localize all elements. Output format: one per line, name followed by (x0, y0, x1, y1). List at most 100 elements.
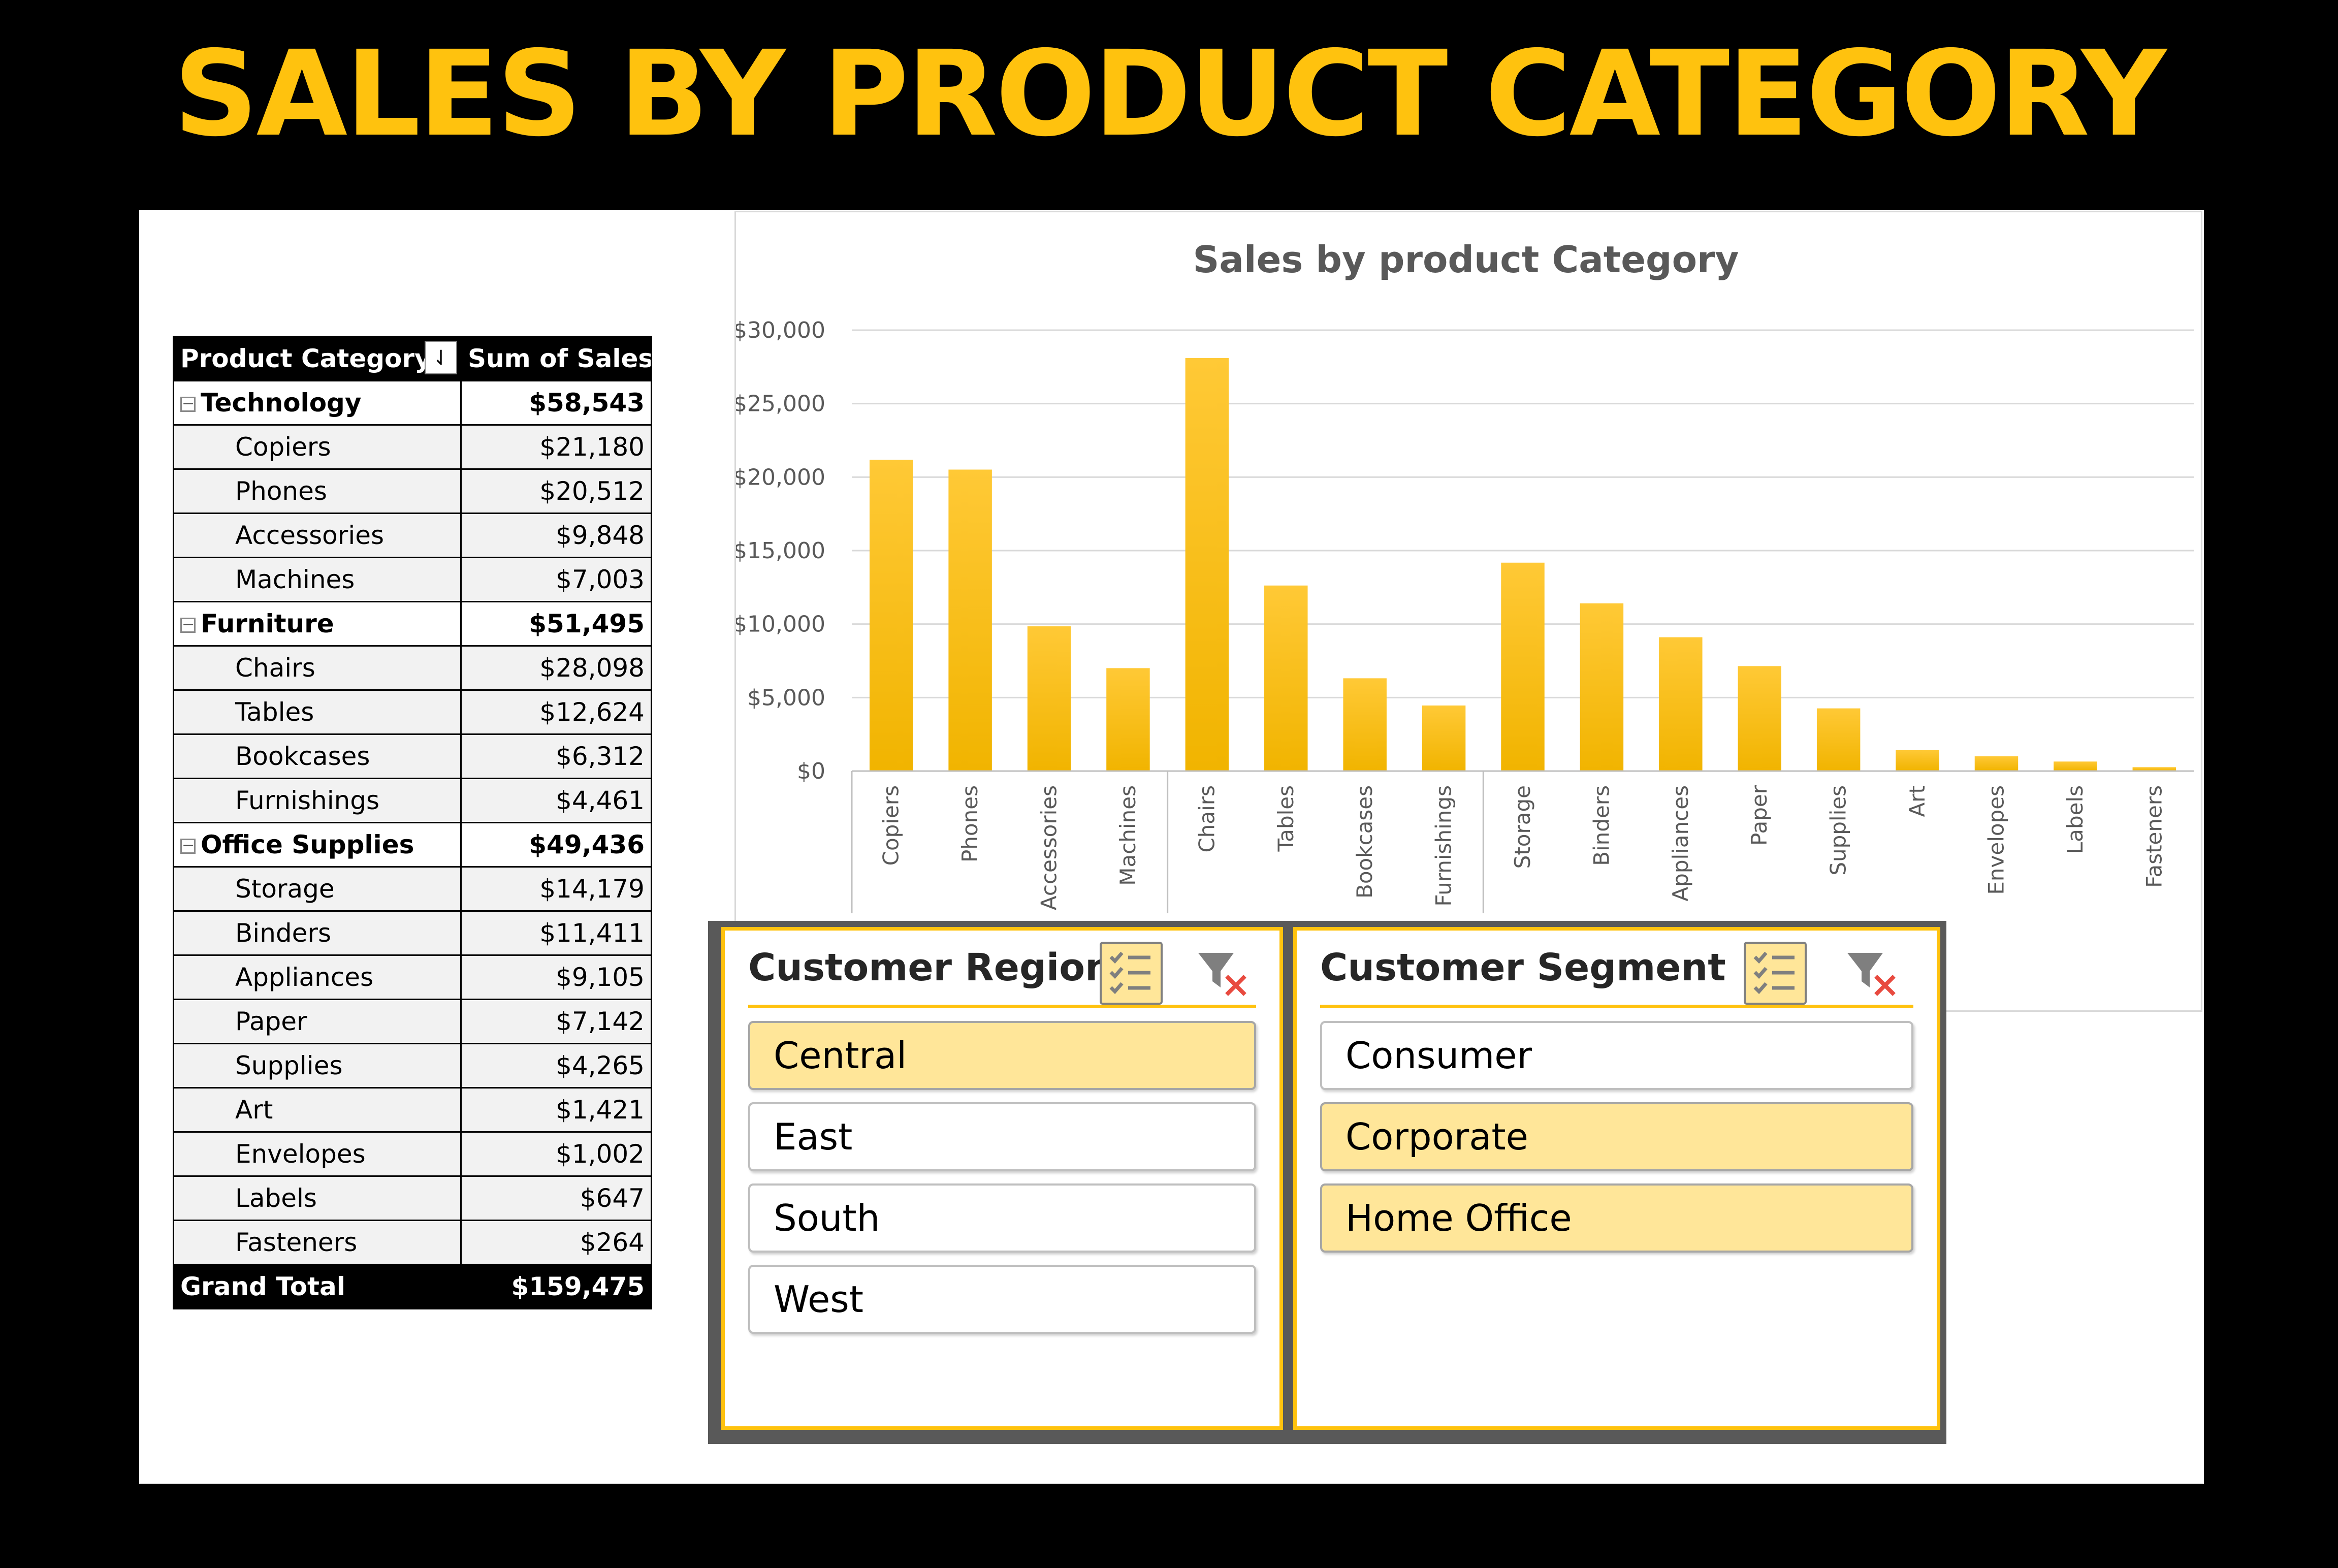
y-tick-label: $25,000 (736, 391, 825, 417)
x-tick-label: Labels (2063, 785, 2088, 854)
bar-tables[interactable] (1264, 585, 1308, 771)
slicer-item-west[interactable]: West (748, 1265, 1256, 1334)
bar-art[interactable] (1896, 750, 1939, 771)
bar-machines[interactable] (1106, 668, 1150, 771)
bar-accessories[interactable] (1027, 626, 1071, 771)
pivot-category-name: Technology (201, 388, 362, 418)
pivot-grand-total-label: Grand Total (173, 1264, 462, 1309)
bar-labels[interactable] (2054, 761, 2097, 771)
pivot-item-row: Fasteners $264 (173, 1220, 652, 1265)
slicer-divider (1320, 1005, 1913, 1008)
pivot-item-name: Storage (173, 866, 462, 912)
pivot-grand-total-value: $159,475 (460, 1264, 652, 1309)
pivot-item-name: Labels (173, 1175, 462, 1221)
bar-bookcases[interactable] (1343, 678, 1387, 771)
pivot-item-value: $264 (460, 1220, 652, 1265)
pivot-header-sum: Sum of Sales (460, 336, 652, 381)
pivot-category-row: − Furniture $51,495 (173, 601, 652, 647)
pivot-category-total: $51,495 (460, 601, 652, 647)
pivot-item-value: $11,411 (460, 910, 652, 956)
multi-select-icon[interactable] (1744, 942, 1807, 1005)
bar-envelopes[interactable] (1974, 756, 2019, 771)
bar-paper[interactable] (1738, 666, 1781, 771)
pivot-header-category[interactable]: Product Category ⇃ (173, 336, 462, 381)
y-tick-label: $5,000 (747, 685, 825, 711)
collapse-icon[interactable]: − (180, 838, 196, 854)
slicer-customer-region: Customer Region Central East South West (721, 927, 1283, 1430)
pivot-item-value: $12,624 (460, 689, 652, 735)
pivot-category-cell[interactable]: − Technology (173, 380, 462, 426)
pivot-category-total: $49,436 (460, 822, 652, 868)
pivot-item-name: Copiers (173, 424, 462, 470)
pivot-table: Product Category ⇃ Sum of Sales − Technol… (173, 336, 652, 1309)
x-tick-label: Fasteners (2141, 785, 2166, 888)
x-tick-label: Furnishings (1431, 785, 1456, 907)
pivot-item-row: Envelopes $1,002 (173, 1131, 652, 1177)
pivot-item-row: Copiers $21,180 (173, 424, 652, 470)
pivot-item-value: $21,180 (460, 424, 652, 470)
bar-copiers[interactable] (869, 460, 913, 771)
pivot-item-row: Furnishings $4,461 (173, 778, 652, 823)
slicer-item-central[interactable]: Central (748, 1021, 1256, 1090)
pivot-item-name: Appliances (173, 954, 462, 1000)
x-tick-label: Paper (1747, 785, 1772, 846)
bar-supplies[interactable] (1816, 708, 1861, 771)
x-tick-label: Accessories (1037, 785, 1062, 910)
pivot-header-category-label: Product Category (180, 344, 431, 373)
dashboard-canvas: Product Category ⇃ Sum of Sales − Technol… (139, 210, 2204, 1484)
x-tick-label: Storage (1510, 785, 1535, 869)
pivot-category-name: Office Supplies (201, 830, 414, 859)
y-tick-label: $20,000 (736, 464, 825, 490)
bar-fasteners[interactable] (2132, 767, 2176, 771)
bar-storage[interactable] (1501, 562, 1545, 771)
pivot-category-row: − Technology $58,543 (173, 380, 652, 426)
sales-chart[interactable]: Sales by product Category $0 $5,000 $10,000… (734, 211, 2202, 1012)
pivot-item-name: Chairs (173, 645, 462, 691)
pivot-item-row: Labels $647 (173, 1175, 652, 1221)
bar-appliances[interactable] (1659, 637, 1703, 771)
slicer-divider (748, 1005, 1256, 1008)
pivot-item-value: $9,848 (460, 513, 652, 558)
pivot-item-row: Supplies $4,265 (173, 1043, 652, 1089)
pivot-item-name: Supplies (173, 1043, 462, 1089)
slicer-item-consumer[interactable]: Consumer (1320, 1021, 1913, 1090)
x-tick-label: Chairs (1194, 785, 1219, 853)
clear-filter-icon[interactable] (1192, 942, 1255, 1005)
slicer-item-south[interactable]: South (748, 1183, 1256, 1253)
pivot-item-value: $4,265 (460, 1043, 652, 1089)
slicer-item-east[interactable]: East (748, 1102, 1256, 1171)
x-tick-label: Tables (1273, 785, 1298, 852)
pivot-item-row: Binders $11,411 (173, 910, 652, 956)
collapse-icon[interactable]: − (180, 396, 196, 412)
pivot-item-name: Bookcases (173, 733, 462, 779)
chart-svg: Sales by product Category $0 $5,000 $10,000… (736, 238, 2194, 913)
bar-chairs[interactable] (1185, 358, 1229, 771)
pivot-item-value: $1,002 (460, 1131, 652, 1177)
pivot-item-value: $1,421 (460, 1087, 652, 1133)
pivot-item-name: Envelopes (173, 1131, 462, 1177)
pivot-category-cell[interactable]: − Office Supplies (173, 822, 462, 868)
slicer-item-home-office[interactable]: Home Office (1320, 1183, 1913, 1253)
multi-select-icon[interactable] (1100, 942, 1163, 1005)
pivot-item-row: Storage $14,179 (173, 866, 652, 912)
bar-phones[interactable] (948, 469, 992, 771)
dashboard-title: SALES BY PRODUCT CATEGORY (173, 25, 2166, 163)
bar-binders[interactable] (1580, 603, 1624, 771)
pivot-category-cell[interactable]: − Furniture (173, 601, 462, 647)
pivot-item-value: $9,105 (460, 954, 652, 1000)
x-tick-label: Art (1905, 785, 1930, 817)
bar-furnishings[interactable] (1422, 705, 1466, 771)
pivot-item-value: $28,098 (460, 645, 652, 691)
x-tick-label: Supplies (1826, 785, 1851, 876)
pivot-item-row: Paper $7,142 (173, 999, 652, 1044)
slicer-item-corporate[interactable]: Corporate (1320, 1102, 1913, 1171)
slicer-title: Customer Region (748, 946, 1112, 989)
clear-filter-icon[interactable] (1841, 942, 1904, 1005)
pivot-item-row: Phones $20,512 (173, 468, 652, 514)
pivot-item-name: Furnishings (173, 778, 462, 823)
pivot-item-name: Phones (173, 468, 462, 514)
slicer-customer-segment: Customer Segment Consumer Corporate Home O… (1293, 927, 1940, 1430)
collapse-icon[interactable]: − (180, 617, 196, 633)
pivot-category-total: $58,543 (460, 380, 652, 426)
sort-icon[interactable]: ⇃ (425, 341, 457, 374)
